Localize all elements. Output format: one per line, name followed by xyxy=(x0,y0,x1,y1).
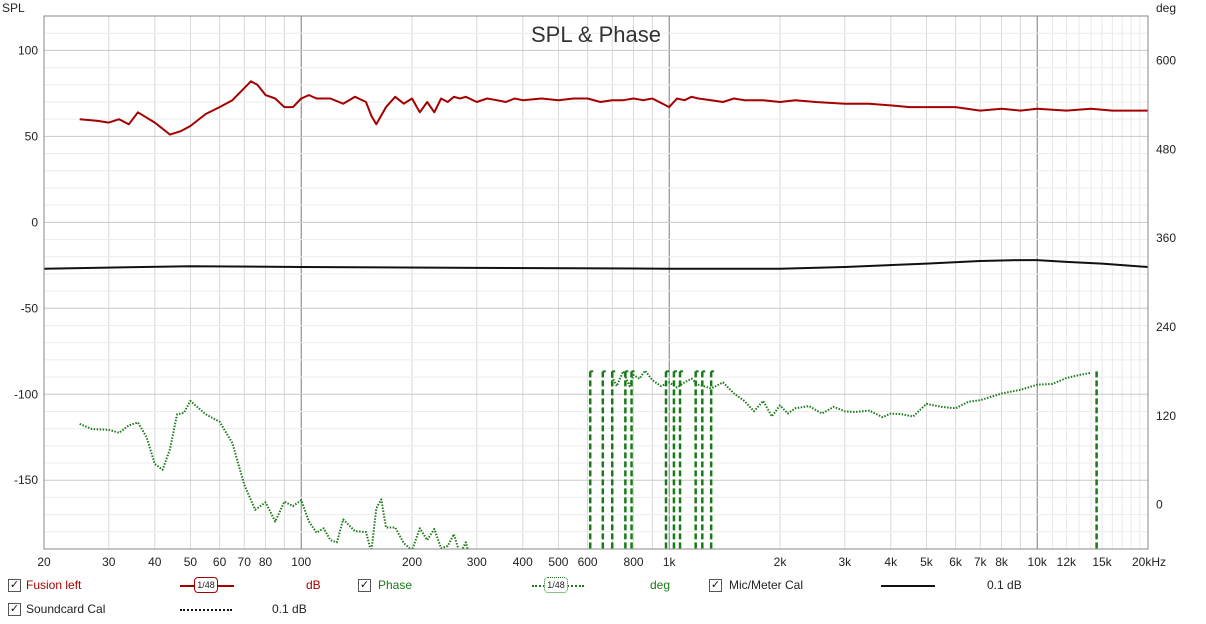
phase-checkbox[interactable]: ✓ xyxy=(358,579,371,592)
series-group xyxy=(44,80,1148,549)
grid xyxy=(43,16,1149,549)
x-tick-label: 4k xyxy=(884,555,898,569)
spl-phase-chart: SPL & Phase SPL deg 20 30 40 50 60 70 80 100 200… xyxy=(2,1,1176,569)
soundcard-cal-line-sample xyxy=(180,609,232,611)
x-tick-label: 3k xyxy=(838,555,852,569)
legend: ✓ Fusion left 1/48 dB ✓ Phase 1/48 deg ✓… xyxy=(0,572,1206,624)
x-tick-label: 70 xyxy=(238,555,252,569)
y-tick-label-left: 100 xyxy=(18,43,38,57)
phase-label: Phase xyxy=(378,578,413,592)
y-tick-label-left: -100 xyxy=(14,387,38,401)
x-tick-label: 5k xyxy=(920,555,934,569)
phase-smoothing-button[interactable]: 1/48 xyxy=(544,577,568,593)
y-axis-label-left: SPL xyxy=(2,1,25,15)
x-tick-label: 7k xyxy=(974,555,988,569)
y-axis-label-right: deg xyxy=(1156,1,1176,15)
y-tick-label-right: 600 xyxy=(1156,53,1176,67)
y-tick-label-right: 240 xyxy=(1156,320,1176,334)
x-tick-label: 15k xyxy=(1092,555,1112,569)
legend-item-phase[interactable]: ✓ Phase 1/48 deg xyxy=(358,576,688,594)
legend-item-soundcard-cal[interactable]: ✓ Soundcard Cal 0.1 dB xyxy=(8,600,338,618)
mic-meter-cal-line-sample xyxy=(881,585,935,587)
y-tick-label-left: 0 xyxy=(31,215,38,229)
series-layer xyxy=(44,80,1148,549)
x-tick-label: 30 xyxy=(102,555,116,569)
x-tick-label: 100 xyxy=(291,555,311,569)
x-tick-label: 20kHz xyxy=(1132,555,1166,569)
legend-item-mic-meter-cal[interactable]: ✓ Mic/Meter Cal 0.1 dB xyxy=(709,576,1039,594)
soundcard-cal-unit: 0.1 dB xyxy=(272,602,307,616)
chart-title: SPL & Phase xyxy=(531,22,661,47)
x-tick-label: 60 xyxy=(213,555,227,569)
x-tick-label: 800 xyxy=(624,555,644,569)
y-tick-label-left: 50 xyxy=(25,129,39,143)
fusion-left-label: Fusion left xyxy=(26,578,82,592)
x-tick-label: 10k xyxy=(1028,555,1048,569)
y-tick-label-right: 480 xyxy=(1156,142,1176,156)
x-tick-label: 50 xyxy=(184,555,198,569)
x-tick-label: 6k xyxy=(949,555,963,569)
legend-item-fusion-left[interactable]: ✓ Fusion left 1/48 dB xyxy=(8,576,338,594)
x-tick-label: 8k xyxy=(995,555,1009,569)
fusion-left-checkbox[interactable]: ✓ xyxy=(8,579,21,592)
x-tick-label: 20 xyxy=(37,555,51,569)
x-tick-label: 600 xyxy=(578,555,598,569)
x-tick-label: 2k xyxy=(774,555,788,569)
y-tick-label-right: 360 xyxy=(1156,231,1176,245)
x-tick-label: 12k xyxy=(1057,555,1077,569)
x-tick-label: 40 xyxy=(148,555,162,569)
y-tick-label-left: -50 xyxy=(21,301,39,315)
x-tick-label: 300 xyxy=(467,555,487,569)
phase-unit: deg xyxy=(650,578,671,592)
soundcard-cal-label: Soundcard Cal xyxy=(26,602,106,616)
fusion-left-unit: dB xyxy=(306,578,321,592)
x-tick-label: 80 xyxy=(259,555,273,569)
mic-meter-cal-unit: 0.1 dB xyxy=(987,578,1022,592)
tick-labels: 20 30 40 50 60 70 80 100 200 300 400 500 600 800 1k 2k 3… xyxy=(14,43,1176,569)
y-tick-label-right: 120 xyxy=(1156,409,1176,423)
plot-frame xyxy=(43,15,1149,550)
x-tick-label: 200 xyxy=(402,555,422,569)
fusion-left-line xyxy=(79,80,1148,136)
x-tick-label: 500 xyxy=(548,555,568,569)
x-tick-label: 1k xyxy=(663,555,677,569)
soundcard-cal-checkbox[interactable]: ✓ xyxy=(8,603,21,616)
y-tick-label-left: -150 xyxy=(14,473,38,487)
mic-meter-cal-line xyxy=(44,259,1148,270)
fusion-left-smoothing-button[interactable]: 1/48 xyxy=(194,577,218,593)
x-tick-label: 400 xyxy=(513,555,533,569)
y-tick-label-right: 0 xyxy=(1156,498,1163,512)
mic-meter-cal-checkbox[interactable]: ✓ xyxy=(709,579,722,592)
phase-line xyxy=(79,399,469,549)
mic-meter-cal-label: Mic/Meter Cal xyxy=(729,578,804,592)
